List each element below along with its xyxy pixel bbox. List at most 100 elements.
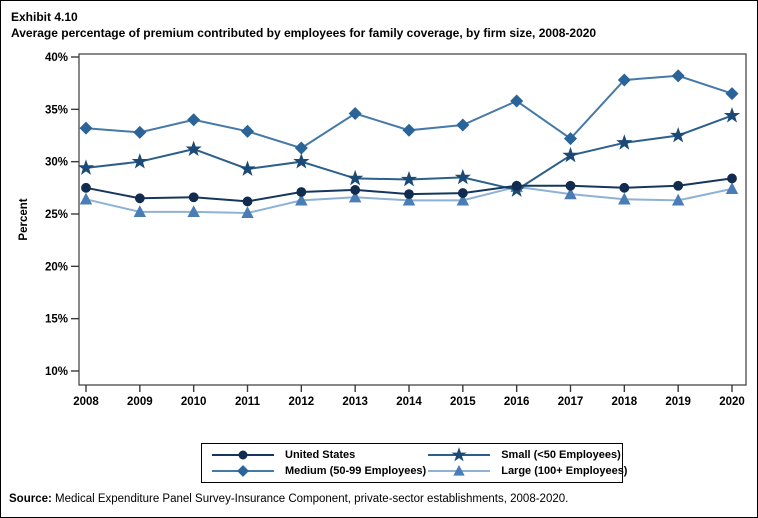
legend: United States Small (<50 Employees) Medium… xyxy=(201,443,627,483)
x-tick-label: 2010 xyxy=(181,396,207,408)
legend-sample-circle xyxy=(212,450,274,460)
y-tick-label: 35% xyxy=(45,104,68,116)
star-marker xyxy=(723,107,741,123)
legend-sample-triangle xyxy=(428,464,491,476)
diamond-marker xyxy=(348,107,362,121)
series-small-50-employees xyxy=(77,107,741,197)
triangle-marker xyxy=(348,190,362,203)
star-marker xyxy=(454,168,471,185)
y-axis-title: Percent xyxy=(18,198,30,240)
x-tick-label: 2017 xyxy=(558,396,584,408)
diamond-marker xyxy=(617,73,631,87)
legend-label: Large (100+ Employees) xyxy=(501,465,628,477)
triangle-marker xyxy=(456,193,470,206)
y-tick-label: 10% xyxy=(45,366,68,378)
diamond-marker xyxy=(456,118,470,132)
circle-marker xyxy=(350,185,361,195)
diamond-marker xyxy=(671,69,685,83)
x-tick-label: 2016 xyxy=(504,396,530,408)
legend-label: United States xyxy=(285,449,356,461)
diamond-marker xyxy=(187,113,201,127)
triangle-marker xyxy=(241,206,254,219)
source-text: Medical Expenditure Panel Survey-Insuran… xyxy=(51,493,569,505)
diamond-marker xyxy=(133,125,147,139)
y-tick-label: 15% xyxy=(45,314,68,326)
exhibit-number: Exhibit 4.10 xyxy=(11,10,78,24)
diamond-marker xyxy=(237,465,249,477)
triangle-marker xyxy=(618,192,631,205)
triangle-marker xyxy=(453,464,465,476)
star-marker xyxy=(616,134,633,150)
title-block: Exhibit 4.10 Average percentage of premi… xyxy=(11,9,596,41)
x-tick-label: 2015 xyxy=(450,396,476,408)
diamond-marker xyxy=(294,141,308,155)
y-tick-label: 40% xyxy=(45,52,68,64)
series-line xyxy=(85,74,733,150)
x-tick-label: 2019 xyxy=(665,396,691,408)
source-label: Source: xyxy=(9,493,52,505)
circle-marker xyxy=(296,187,307,197)
circle-marker xyxy=(727,173,737,184)
legend-item-small-50-employees: Small (<50 Employees) xyxy=(426,447,627,463)
triangle-marker xyxy=(133,205,147,218)
star-marker xyxy=(185,140,202,157)
legend-label: Small (<50 Employees) xyxy=(501,449,621,461)
star-marker xyxy=(131,153,148,169)
diamond-marker xyxy=(725,87,739,101)
triangle-marker xyxy=(295,193,308,206)
legend-item-medium-50-99-employees: Medium (50-99 Employees) xyxy=(210,463,426,479)
circle-marker xyxy=(188,192,199,203)
series-large-100-employees xyxy=(79,180,739,219)
triangle-marker xyxy=(187,205,200,218)
star-marker xyxy=(451,447,467,462)
x-tick-label: 2013 xyxy=(342,396,368,408)
x-tick-label: 2011 xyxy=(235,396,261,408)
circle-marker xyxy=(238,450,248,460)
diamond-marker xyxy=(79,121,93,135)
x-tick-label: 2014 xyxy=(396,396,422,408)
circle-marker xyxy=(404,189,414,200)
circle-marker xyxy=(565,180,576,191)
triangle-marker xyxy=(79,192,93,205)
legend-item-large-100-employees: Large (100+ Employees) xyxy=(426,463,627,479)
diamond-marker xyxy=(563,132,578,146)
circle-marker xyxy=(134,193,145,204)
star-marker xyxy=(239,160,256,176)
x-tick-label: 2018 xyxy=(612,396,638,408)
legend-sample-star xyxy=(428,447,491,462)
triangle-marker xyxy=(564,187,577,200)
circle-marker xyxy=(673,180,684,191)
diamond-marker xyxy=(402,123,416,137)
y-tick-label: 30% xyxy=(45,157,68,169)
triangle-marker xyxy=(671,193,685,206)
x-tick-label: 2008 xyxy=(73,396,99,408)
circle-marker xyxy=(81,182,91,193)
circle-marker xyxy=(457,188,468,198)
legend-sample-diamond xyxy=(212,465,274,477)
star-marker xyxy=(347,169,364,186)
circle-marker xyxy=(619,182,630,193)
circle-marker xyxy=(242,196,253,207)
x-tick-label: 2020 xyxy=(719,396,745,408)
chart-title: Average percentage of premium contribute… xyxy=(11,26,597,40)
series-united-states xyxy=(81,173,737,207)
y-tick-label: 20% xyxy=(45,261,68,273)
triangle-marker xyxy=(402,193,416,206)
star-marker xyxy=(77,159,95,175)
legend-label: Medium (50-99 Employees) xyxy=(285,465,427,477)
star-marker xyxy=(400,170,418,187)
legend-item-united-states: United States xyxy=(210,447,426,463)
triangle-marker xyxy=(725,182,739,194)
plot-frame xyxy=(78,53,747,386)
star-marker xyxy=(562,146,579,163)
x-tick-label: 2012 xyxy=(289,396,315,408)
diamond-marker xyxy=(510,94,524,108)
x-tick-label: 2009 xyxy=(127,396,153,408)
star-marker xyxy=(293,153,310,169)
y-tick-label: 25% xyxy=(45,209,68,221)
circle-marker xyxy=(511,180,522,191)
source-note: Source: Medical Expenditure Panel Survey… xyxy=(9,493,568,505)
diamond-marker xyxy=(240,124,255,138)
